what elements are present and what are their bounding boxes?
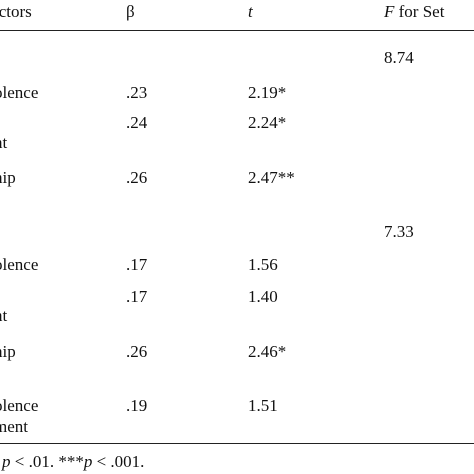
step2-f-for-set: 7.33 bbox=[384, 222, 414, 241]
table-row-label: hip bbox=[0, 168, 16, 187]
table-row-t: 1.40 bbox=[248, 287, 278, 306]
header-beta: β bbox=[126, 2, 135, 21]
step1-f-for-set: 8.74 bbox=[384, 48, 414, 67]
footnote-p: p bbox=[2, 452, 11, 471]
table-row-t: 1.56 bbox=[248, 255, 278, 274]
header-f-symbol: F bbox=[384, 2, 395, 21]
table-row-t: 2.19* bbox=[248, 83, 287, 102]
footnote: p < .01. ***p < .001. bbox=[2, 452, 144, 472]
footnote-text: < .01. *** bbox=[10, 452, 84, 471]
bottom-rule bbox=[0, 443, 474, 444]
table-row-beta: .17 bbox=[126, 255, 148, 274]
table-row-label: olence bbox=[0, 255, 39, 274]
header-f-for-set: F for Set bbox=[384, 2, 444, 22]
table-row-label: nt bbox=[0, 306, 8, 325]
table-row-beta: .17 bbox=[126, 287, 148, 306]
table-row-t: 2.24* bbox=[248, 113, 287, 132]
header-predictors: ictors bbox=[0, 2, 32, 21]
footnote-text: < .001. bbox=[92, 452, 145, 471]
header-rule bbox=[0, 30, 474, 31]
table-row-beta: .19 bbox=[126, 396, 148, 415]
table-row-beta: .26 bbox=[126, 342, 148, 361]
header-t: t bbox=[248, 2, 253, 21]
table-row-label: ment bbox=[0, 417, 28, 436]
table-row-label: hip bbox=[0, 342, 16, 361]
table-row-beta: .24 bbox=[126, 113, 148, 132]
footnote-p: p bbox=[83, 452, 93, 471]
table-row-t: 2.47** bbox=[248, 168, 295, 187]
table-row-label: olence bbox=[0, 83, 39, 102]
table-row-label: olence bbox=[0, 396, 39, 415]
table-row-beta: .23 bbox=[126, 83, 148, 102]
table-row-t: 1.51 bbox=[248, 396, 278, 415]
header-f-label: for Set bbox=[394, 2, 445, 21]
table-row-t: 2.46* bbox=[248, 342, 287, 361]
table-row-beta: .26 bbox=[126, 168, 148, 187]
table-row-label: nt bbox=[0, 133, 8, 152]
